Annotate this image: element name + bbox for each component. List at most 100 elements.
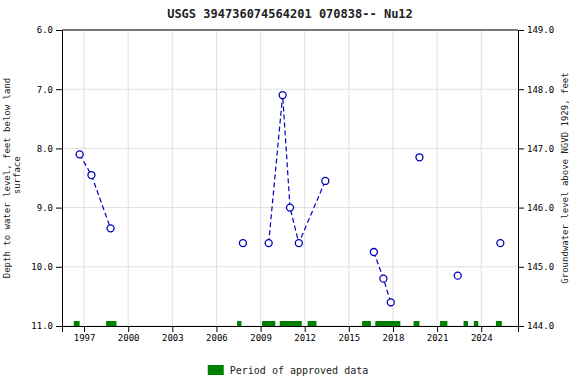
grid-line [216, 30, 217, 326]
grid-line [348, 30, 349, 326]
chart-svg: USGS 394736074564201 070838-- Nu12 1997 20… [0, 0, 576, 384]
tick-label: 2021 [427, 333, 449, 343]
grid-line [437, 30, 438, 326]
tick-mark [349, 326, 350, 332]
y-axis-title: Depth to water level, feet below land su… [2, 78, 22, 278]
tick: 1997 [74, 326, 96, 343]
tick-mark [305, 326, 306, 332]
tick-mark [56, 30, 62, 31]
tick: 2006 [206, 326, 228, 343]
tick: 11.0 [31, 321, 62, 331]
tick-label: 7.0 [37, 85, 53, 95]
grid-line [62, 89, 518, 90]
tick: 2012 [294, 326, 316, 343]
tick-mark [56, 208, 62, 209]
tick: 2003 [162, 326, 184, 343]
tick: 148.0 [518, 85, 554, 95]
approved-period [474, 321, 478, 326]
tick: 2024 [471, 326, 493, 343]
approved-period [440, 321, 447, 326]
tick-mark [518, 30, 524, 31]
tick-label: 6.0 [37, 25, 53, 35]
approved-period [375, 321, 400, 326]
legend-item: Period of approved data [208, 365, 368, 376]
tick-mark [261, 326, 262, 332]
tick-mark [481, 326, 482, 332]
tick-label: 1997 [74, 333, 96, 343]
chart-container: USGS 394736074564201 070838-- Nu12 1997 20… [0, 0, 576, 384]
tick-label: 2009 [250, 333, 272, 343]
tick: 10.0 [31, 262, 62, 272]
approved-period [362, 321, 371, 326]
tick-mark [172, 326, 173, 332]
grid-line [481, 30, 482, 326]
tick-label: 148.0 [527, 85, 554, 95]
tick: 9.0 [37, 203, 62, 213]
tick-label: 147.0 [527, 144, 554, 154]
axis-line [519, 31, 525, 327]
frame-line [62, 30, 518, 31]
x-axis: 1997200020032006200920122015201820212024 [63, 326, 519, 343]
point [295, 240, 302, 247]
approved-period [414, 321, 420, 326]
approved-period [106, 321, 116, 326]
tick: 149.0 [518, 25, 554, 35]
axis-line [63, 327, 519, 333]
tick: 2018 [383, 326, 405, 343]
point [370, 249, 377, 256]
tick: 145.0 [518, 262, 554, 272]
point [454, 272, 461, 279]
tick-mark [393, 326, 394, 332]
point [497, 240, 504, 247]
approved-period [237, 321, 241, 326]
tick-mark [56, 267, 62, 268]
y2-axis-title: Groundwater level above NGVD 1929, feet [560, 72, 570, 283]
marks [74, 92, 504, 326]
tick-mark [437, 326, 438, 332]
tick-label: 2015 [338, 333, 360, 343]
grid-line [128, 30, 129, 326]
grid-line [172, 30, 173, 326]
grid-line [392, 30, 393, 326]
approved-period [308, 321, 317, 326]
approved-period [280, 321, 302, 326]
tick: 8.0 [37, 144, 62, 154]
tick-mark [518, 89, 524, 90]
tick-mark [56, 326, 62, 327]
grid-line [260, 30, 261, 326]
legend-swatch [208, 365, 224, 375]
point [380, 275, 387, 282]
plot-area: 1997200020032006200920122015201820212024… [31, 25, 554, 343]
tick-label: 2024 [471, 333, 493, 343]
tick-label: 149.0 [527, 25, 554, 35]
grid-line [304, 30, 305, 326]
line [269, 95, 326, 243]
y-axis-title-line: surface [12, 156, 22, 199]
point [287, 204, 294, 211]
tick: 146.0 [518, 203, 554, 213]
point [265, 240, 272, 247]
axis-line [56, 31, 63, 327]
tick-mark [56, 89, 62, 90]
grid [62, 30, 518, 326]
tick-label: 2003 [162, 333, 184, 343]
tick-mark [216, 326, 217, 332]
tick: 2021 [427, 326, 449, 343]
y-axis-title-line: Depth to water level, feet below land [2, 78, 12, 278]
tick-label: 2018 [383, 333, 405, 343]
tick: 7.0 [37, 85, 62, 95]
point [416, 154, 423, 161]
approved-period [496, 321, 502, 326]
grid-line [84, 30, 85, 326]
line [80, 154, 111, 228]
title: USGS 394736074564201 070838-- Nu12 [167, 7, 413, 21]
tick-mark [84, 326, 85, 332]
point [76, 151, 83, 158]
line [374, 252, 391, 302]
tick-label: 8.0 [37, 144, 53, 154]
tick: 144.0 [518, 321, 554, 331]
approved-period [464, 321, 468, 326]
tick-mark [518, 148, 524, 149]
tick: 147.0 [518, 144, 554, 154]
point [107, 225, 114, 232]
